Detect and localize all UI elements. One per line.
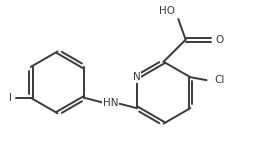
Text: O: O — [214, 35, 223, 45]
Text: HN: HN — [102, 98, 118, 108]
Text: HO: HO — [159, 6, 175, 16]
Text: Cl: Cl — [213, 75, 224, 85]
Text: N: N — [132, 72, 140, 82]
Text: I: I — [9, 93, 12, 103]
